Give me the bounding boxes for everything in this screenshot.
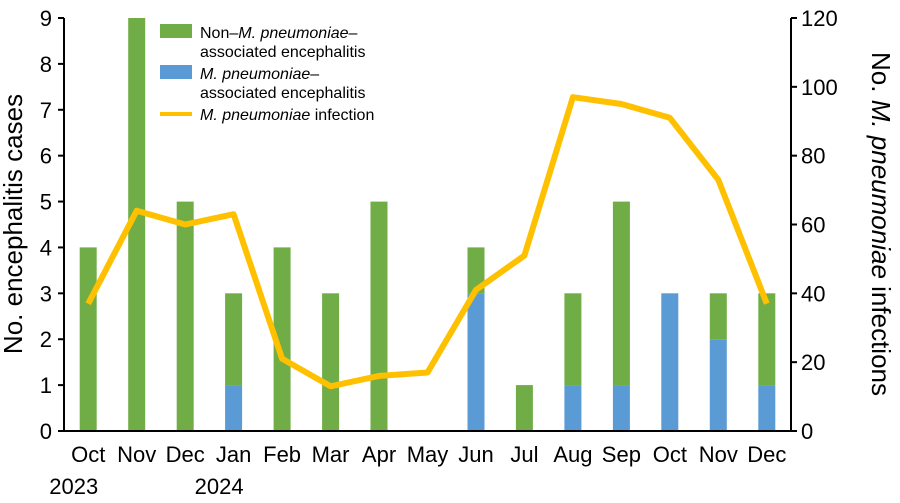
bar-series1-11 bbox=[612, 201, 630, 386]
x-tick-label: Mar bbox=[312, 442, 350, 467]
bar-series0-12 bbox=[661, 293, 679, 431]
y2-tick-label: 100 bbox=[801, 75, 838, 100]
bar-series0-14 bbox=[758, 385, 776, 431]
legend-swatch bbox=[160, 24, 192, 38]
year-label: 2024 bbox=[195, 474, 244, 499]
bar-series1-5 bbox=[322, 293, 340, 431]
x-tick-label: Nov bbox=[699, 442, 738, 467]
bar-series1-10 bbox=[564, 293, 582, 386]
year-label: 2023 bbox=[49, 474, 98, 499]
x-tick-label: Aug bbox=[553, 442, 592, 467]
bar-series1-2 bbox=[176, 201, 194, 431]
bar-series0-11 bbox=[612, 385, 630, 431]
legend-entry-label: Non–M. pneumoniae– bbox=[200, 25, 358, 42]
bar-series0-8 bbox=[467, 293, 485, 431]
bars-layer bbox=[79, 18, 776, 431]
bar-series1-8 bbox=[467, 247, 485, 294]
y-tick-label: 5 bbox=[40, 190, 52, 215]
y-tick-label: 2 bbox=[40, 327, 52, 352]
bar-series1-6 bbox=[370, 201, 388, 431]
legend-entry-label: M. pneumoniae infection bbox=[200, 107, 374, 124]
y-tick-label: 9 bbox=[40, 6, 52, 31]
line-layer bbox=[85, 94, 770, 390]
x-tick-label: Apr bbox=[362, 442, 396, 467]
x-tick-label: May bbox=[407, 442, 449, 467]
x-tick-label: Oct bbox=[653, 442, 687, 467]
y-tick-label: 0 bbox=[40, 419, 52, 444]
bar-series1-1 bbox=[128, 18, 146, 431]
y2-axis-title: No. M. pneumoniae infections bbox=[866, 52, 896, 396]
x-tick-label: Sep bbox=[602, 442, 641, 467]
bar-series1-14 bbox=[758, 293, 776, 386]
bar-series1-3 bbox=[225, 293, 243, 386]
x-tick-label: Jan bbox=[216, 442, 251, 467]
y2-tick-label: 80 bbox=[801, 144, 825, 169]
x-tick-label: Dec bbox=[747, 442, 786, 467]
y2-tick-label: 0 bbox=[801, 419, 813, 444]
x-tick-label: Feb bbox=[263, 442, 301, 467]
y-tick-label: 6 bbox=[40, 144, 52, 169]
y-tick-label: 3 bbox=[40, 281, 52, 306]
x-tick-label: Jul bbox=[510, 442, 538, 467]
y2-tick-label: 20 bbox=[801, 350, 825, 375]
bar-series1-0 bbox=[79, 247, 97, 431]
legend-entry-label: M. pneumoniae– bbox=[200, 66, 319, 83]
y-tick-label: 4 bbox=[40, 235, 52, 260]
line-series-0 bbox=[85, 94, 770, 390]
y-tick-label: 8 bbox=[40, 52, 52, 77]
ticks-layer: 0 1 2 3 4 5 6 7 8 9 0 20 40 60 80 100 120 Oct Nov Dec Jan Feb… bbox=[40, 6, 838, 499]
bar-series1-4 bbox=[273, 247, 291, 431]
y-tick-label: 1 bbox=[40, 373, 52, 398]
legend-swatch bbox=[160, 65, 192, 79]
bar-series1-13 bbox=[709, 293, 727, 340]
y2-tick-label: 40 bbox=[801, 281, 825, 306]
y2-tick-label: 120 bbox=[801, 6, 838, 31]
x-tick-label: Dec bbox=[166, 442, 205, 467]
y-axis-title: No. encephalitis cases bbox=[0, 94, 28, 354]
legend-entry-label: associated encephalitis bbox=[200, 85, 365, 102]
bar-series0-10 bbox=[564, 385, 582, 431]
bar-series1-9 bbox=[515, 385, 533, 431]
x-tick-label: Oct bbox=[71, 442, 105, 467]
bar-series0-3 bbox=[225, 385, 243, 431]
bar-series0-13 bbox=[709, 339, 727, 431]
y-tick-label: 7 bbox=[40, 98, 52, 123]
x-tick-label: Jun bbox=[458, 442, 493, 467]
legend: Non–M. pneumoniae– associated encephaliti… bbox=[160, 24, 374, 124]
legend-entry-label: associated encephalitis bbox=[200, 44, 365, 61]
x-tick-label: Nov bbox=[117, 442, 156, 467]
y2-tick-label: 60 bbox=[801, 213, 825, 238]
